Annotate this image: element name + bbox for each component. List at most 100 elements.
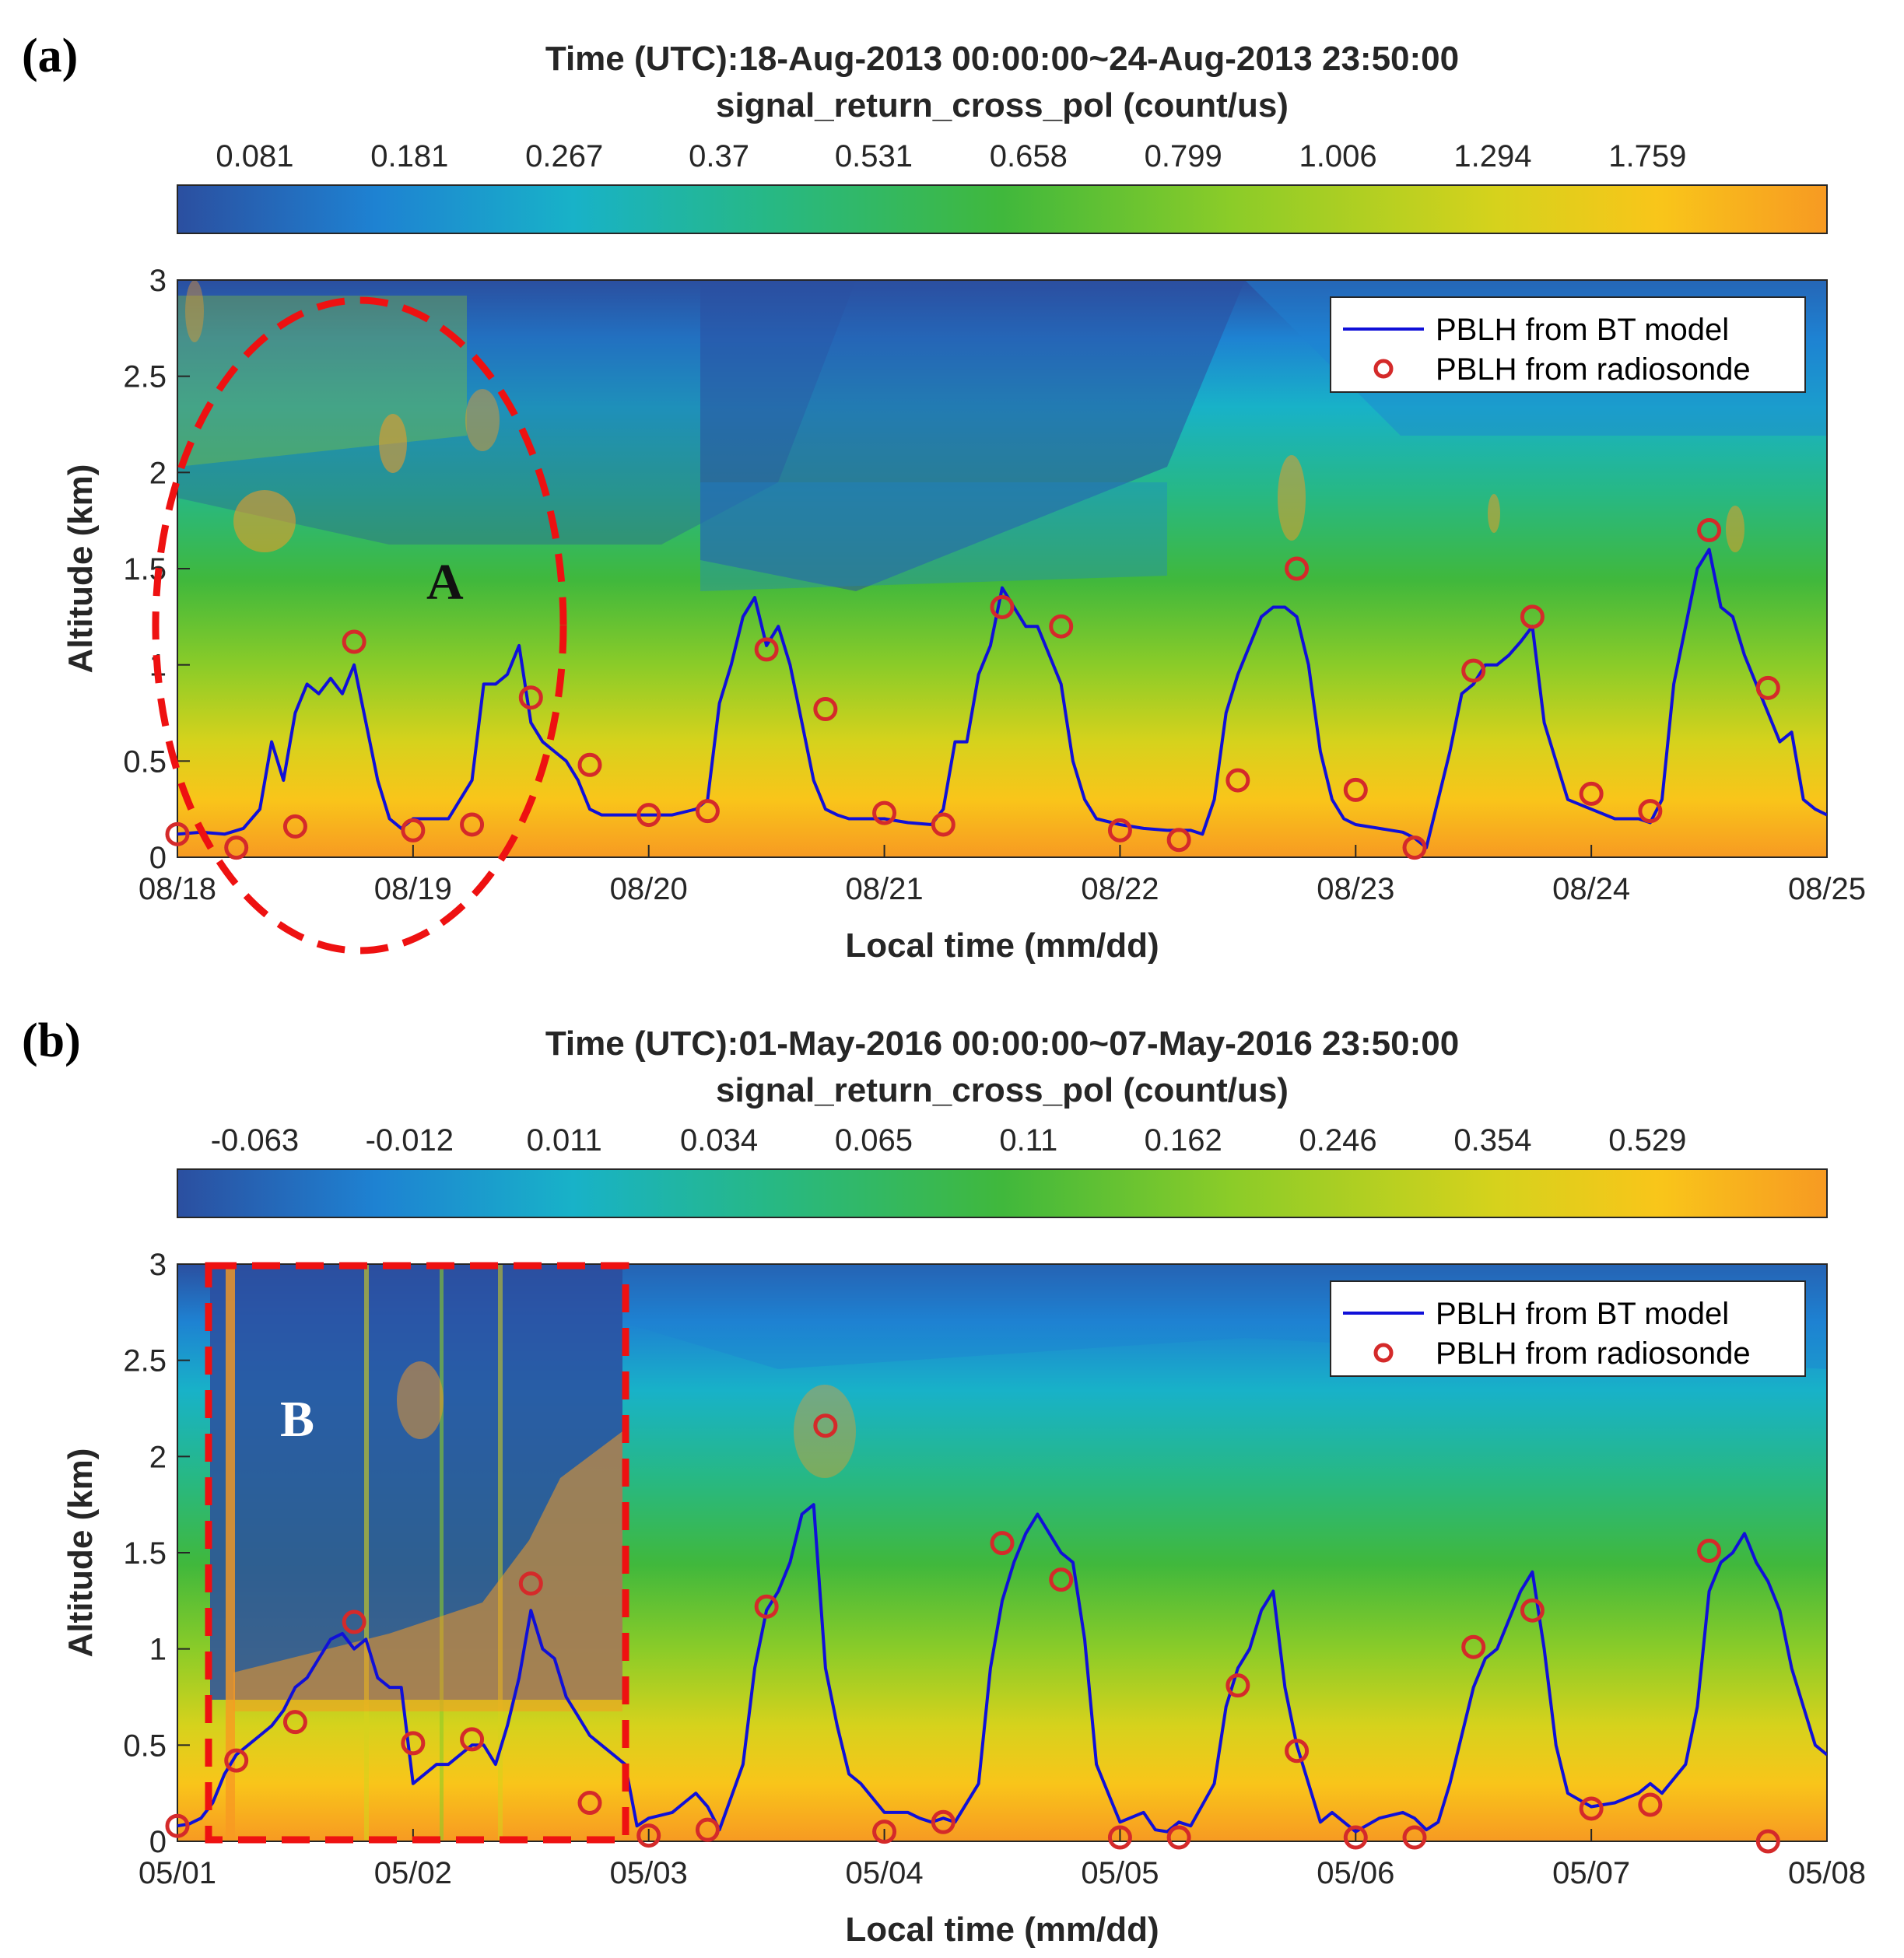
colorbar-tick-label: 0.658: [990, 139, 1068, 173]
radiosonde-point: [931, 812, 956, 837]
radiosonde-point: [1520, 1598, 1545, 1623]
y-ticks-a: 00.511.522.53: [123, 264, 190, 875]
radiosonde-point: [460, 1727, 485, 1752]
radiosonde-point: [695, 799, 720, 824]
colorbar-tick-label: -0.012: [366, 1123, 454, 1158]
radiosonde-point: [1755, 675, 1780, 700]
x-tick-label: 05/05: [1081, 1856, 1159, 1890]
radiosonde-point: [1638, 1792, 1663, 1817]
radiosonde-point: [518, 685, 543, 710]
colorbar-ticks-b: -0.063 -0.012 0.011 0.034 0.065 0.11 0.162 0.24…: [211, 1123, 1687, 1158]
radiosonde-point: [224, 1748, 249, 1773]
radiosonde-point: [1697, 1539, 1722, 1564]
radiosonde-point: [813, 697, 838, 722]
y-axis-label-a: Altitude (km): [61, 464, 100, 674]
region-label-a: A: [426, 554, 464, 611]
colorbar-ticks-a: 0.081 0.181 0.267 0.37 0.531 0.658 0.799 1.006 1…: [216, 139, 1686, 173]
colorbar-tick-label: 0.529: [1608, 1123, 1686, 1158]
radiosonde-point: [518, 1571, 543, 1596]
x-tick-label: 05/03: [610, 1856, 688, 1890]
legend-a: PBLH from BT model PBLH from radiosonde: [1330, 296, 1806, 393]
colorbar-tick-label: 0.034: [680, 1123, 758, 1158]
colorbar-tick-label: 0.081: [216, 139, 293, 173]
y-tick-label: 2.5: [123, 1344, 167, 1378]
panel-label-b: (b): [22, 1014, 81, 1067]
panel-label-a: (a): [22, 30, 78, 82]
radiosonde-point: [577, 752, 602, 777]
radiosonde-point: [401, 1731, 426, 1756]
legend-box-a: [1330, 296, 1806, 393]
radiosonde-point: [872, 1820, 897, 1844]
panel-b: (b) Time (UTC):01-May-2016 00:00:00~07-M…: [22, 1014, 1866, 1949]
radiosonde-point: [1166, 828, 1191, 853]
x-tick-label: 08/24: [1552, 872, 1630, 906]
x-tick-label: 05/01: [139, 1856, 216, 1890]
radiosonde-point: [1579, 1796, 1604, 1821]
x-axis-label-a: Local time (mm/dd): [845, 926, 1159, 965]
panel-a: (a) Time (UTC):18-Aug-2013 00:00:00~24-A…: [22, 30, 1866, 965]
radiosonde-point: [1107, 1825, 1132, 1850]
radiosonde-point: [1402, 1825, 1427, 1850]
radiosonde-point: [1343, 777, 1368, 802]
radiosonde-point: [1107, 818, 1132, 842]
y-tick-label: 3: [149, 264, 167, 298]
radiosonde-point: [1520, 604, 1545, 629]
radiosonde-point: [1638, 799, 1663, 824]
x-tick-label: 05/07: [1552, 1856, 1630, 1890]
radiosonde-point: [990, 1531, 1015, 1556]
highlight-rect-b: [205, 1262, 629, 1844]
x-tick-label: 08/19: [374, 872, 452, 906]
radiosonde-point: [1049, 614, 1074, 639]
x-tick-label: 08/18: [139, 872, 216, 906]
colorbar-tick-label: 0.11: [999, 1123, 1057, 1158]
colorbar-tick-label: 0.065: [835, 1123, 913, 1158]
colorbar-tick-label: 0.37: [689, 139, 749, 173]
radiosonde-point: [342, 629, 366, 654]
x-axis-label-b: Local time (mm/dd): [845, 1911, 1159, 1949]
radiosonde-point: [460, 812, 485, 837]
region-label-b: B: [280, 1391, 314, 1448]
colorbar-tick-label: 0.354: [1453, 1123, 1531, 1158]
colorbar-tick-label: 0.162: [1145, 1123, 1222, 1158]
x-tick-label: 05/06: [1317, 1856, 1394, 1890]
radiosonde-point: [165, 821, 190, 846]
colorbar-tick-label: 0.011: [527, 1123, 602, 1158]
chart-title-a: Time (UTC):18-Aug-2013 00:00:00~24-Aug-2…: [545, 40, 1459, 78]
colorbar-tick-label: 0.799: [1145, 139, 1222, 173]
radiosonde-point: [1226, 768, 1250, 793]
radiosonde-point: [1049, 1567, 1074, 1592]
y-tick-label: 0.5: [123, 1729, 167, 1763]
chart-subtitle-a: signal_return_cross_pol (count/us): [716, 86, 1289, 124]
legend-marker-swatch-a: [1373, 359, 1394, 379]
radiosonde-points-b: [165, 1413, 1780, 1854]
legend-b: PBLH from BT model PBLH from radiosonde: [1330, 1280, 1806, 1377]
legend-box-b: [1330, 1280, 1806, 1377]
radiosonde-point: [1461, 658, 1486, 683]
radiosonde-point: [165, 1813, 190, 1838]
radiosonde-point: [1285, 556, 1310, 581]
colorbar-a: [177, 184, 1828, 234]
radiosonde-points-a: [165, 518, 1780, 860]
x-ticks-b: 05/01 05/02 05/03 05/04 05/05 05/06 05/07 05/08: [139, 1829, 1866, 1890]
radiosonde-point: [931, 1809, 956, 1834]
radiosonde-point: [1402, 835, 1427, 860]
radiosonde-point: [1226, 1673, 1250, 1698]
radiosonde-point: [577, 1791, 602, 1816]
radiosonde-point: [1461, 1634, 1486, 1659]
x-tick-label: 08/20: [610, 872, 688, 906]
radiosonde-point: [342, 1609, 366, 1634]
radiosonde-point: [1343, 1825, 1368, 1850]
colorbar-tick-label: 1.759: [1608, 139, 1686, 173]
radiosonde-point: [1579, 781, 1604, 806]
x-ticks-a: 08/18 08/19 08/20 08/21 08/22 08/23 08/24 08/25: [139, 845, 1866, 906]
colorbar-tick-label: 0.267: [525, 139, 603, 173]
radiosonde-point: [401, 818, 426, 842]
radiosonde-point: [224, 835, 249, 860]
x-tick-label: 08/22: [1081, 872, 1159, 906]
radiosonde-point: [990, 594, 1015, 619]
colorbar-tick-label: 0.531: [835, 139, 913, 173]
radiosonde-point: [282, 1710, 307, 1735]
legend-line-label-b: PBLH from BT model: [1436, 1297, 1729, 1331]
x-tick-label: 08/25: [1788, 872, 1866, 906]
